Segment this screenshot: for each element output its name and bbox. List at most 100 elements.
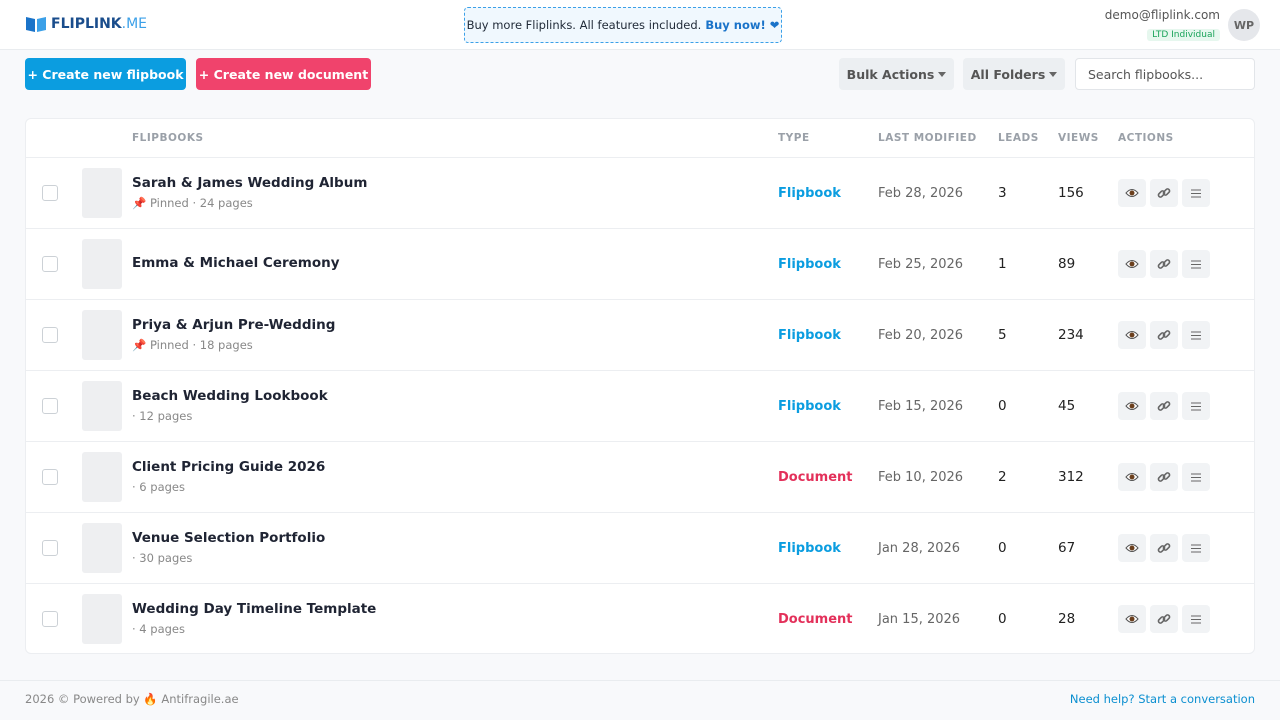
table-row[interactable]: Venue Selection Portfolio · 30 pages Flipb… [26,512,1254,583]
copy-link-icon [1157,259,1171,269]
flipbook-title[interactable]: Sarah & James Wedding Album [132,175,368,191]
preview-icon [1125,473,1139,481]
create-flipbook-button[interactable]: + Create new flipbook [25,58,186,90]
flipbook-meta: · 30 pages [132,551,193,565]
row-checkbox[interactable] [42,611,58,627]
menu-button[interactable] [1182,392,1210,420]
search-placeholder: Search flipbooks... [1088,66,1204,82]
menu-button[interactable] [1182,534,1210,562]
copy-link-button[interactable] [1150,321,1178,349]
logo-main: FLIPLINK [51,16,122,32]
last-modified: Feb 25, 2026 [878,257,964,272]
menu-button[interactable] [1182,605,1210,633]
copy-link-icon [1157,614,1171,624]
menu-icon [1191,402,1201,410]
flipbook-title[interactable]: Venue Selection Portfolio [132,530,326,546]
logo-suffix: .ME [121,16,148,32]
preview-button[interactable] [1118,321,1146,349]
flipbook-table: FLIPBOOKS TYPE LAST MODIFIED LEADS VIEWS ACTI… [25,118,1255,654]
preview-icon [1125,544,1139,552]
leads-count: 0 [998,540,1007,556]
flipbook-meta: 📌 Pinned · 18 pages [132,338,253,352]
create-document-button[interactable]: + Create new document [196,58,371,90]
flipbook-title[interactable]: Emma & Michael Ceremony [132,255,340,271]
preview-icon [1125,615,1139,623]
preview-icon [1125,189,1139,197]
preview-button[interactable] [1118,605,1146,633]
leads-count: 0 [998,611,1007,627]
bulk-actions-dropdown[interactable]: Bulk Actions [839,58,954,90]
menu-button[interactable] [1182,463,1210,491]
menu-icon [1191,260,1201,268]
copy-link-button[interactable] [1150,392,1178,420]
views-count: 67 [1058,540,1076,556]
account-email: demo@fliplink.com [1104,8,1220,22]
flipbook-title[interactable]: Wedding Day Timeline Template [132,601,377,617]
table-row[interactable]: Beach Wedding Lookbook · 12 pages Flipbook… [26,370,1254,441]
thumbnail [82,523,122,573]
flipbook-meta: · 4 pages [132,622,185,636]
type-label: Document [778,470,853,485]
copy-link-button[interactable] [1150,534,1178,562]
menu-icon [1191,189,1201,197]
copy-link-button[interactable] [1150,179,1178,207]
avatar[interactable]: WP [1228,9,1260,41]
copy-link-icon [1157,401,1171,411]
row-checkbox[interactable] [42,398,58,414]
row-checkbox[interactable] [42,185,58,201]
table-row[interactable]: Priya & Arjun Pre-Wedding 📌 Pinned · 18 p… [26,299,1254,370]
views-count: 156 [1058,185,1084,201]
copy-link-button[interactable] [1150,605,1178,633]
table-row[interactable]: Sarah & James Wedding Album 📌 Pinned · 24… [26,157,1254,228]
menu-icon [1191,331,1201,339]
help-link[interactable]: Need help? Start a conversation [1069,692,1255,706]
views-count: 312 [1058,469,1084,485]
type-label: Flipbook [778,328,841,343]
copy-link-button[interactable] [1150,463,1178,491]
flipbook-meta: · 6 pages [132,480,185,494]
preview-button[interactable] [1118,534,1146,562]
preview-button[interactable] [1118,250,1146,278]
leads-count: 0 [998,398,1007,414]
bulk-actions-label: Bulk Actions [846,66,935,82]
row-checkbox[interactable] [42,469,58,485]
logo[interactable]: FLIPLINK .ME [25,15,147,33]
preview-button[interactable] [1118,392,1146,420]
type-label: Flipbook [778,541,841,556]
folders-dropdown[interactable]: All Folders [963,58,1065,90]
table-row[interactable]: Emma & Michael Ceremony Flipbook Feb 25, 2… [26,228,1254,299]
column-header: VIEWS [1058,132,1099,144]
preview-icon [1125,331,1139,339]
preview-button[interactable] [1118,463,1146,491]
logo-icon [26,17,46,32]
leads-count: 2 [998,469,1007,485]
footer-credit: 2026 © Powered by 🔥 Antifragile.ae [25,692,239,706]
last-modified: Feb 10, 2026 [878,470,964,485]
thumbnail [82,381,122,431]
flipbook-title[interactable]: Client Pricing Guide 2026 [132,459,326,475]
menu-button[interactable] [1182,250,1210,278]
row-checkbox[interactable] [42,256,58,272]
leads-count: 1 [998,256,1007,272]
table-row[interactable]: Wedding Day Timeline Template · 4 pages Do… [26,583,1254,654]
banner-text: Buy more Fliplinks. All features include… [466,18,702,32]
column-header: FLIPBOOKS [132,132,204,144]
flipbook-title[interactable]: Beach Wedding Lookbook [132,388,328,404]
last-modified: Feb 20, 2026 [878,328,964,343]
copy-link-button[interactable] [1150,250,1178,278]
flipbook-title[interactable]: Priya & Arjun Pre-Wedding [132,317,336,333]
flipbook-meta: · 12 pages [132,409,193,423]
table-row[interactable]: Client Pricing Guide 2026 · 6 pages Docume… [26,441,1254,512]
menu-button[interactable] [1182,179,1210,207]
thumbnail [82,452,122,502]
preview-button[interactable] [1118,179,1146,207]
search-input[interactable]: Search flipbooks... [1075,58,1255,90]
row-checkbox[interactable] [42,327,58,343]
menu-button[interactable] [1182,321,1210,349]
row-checkbox[interactable] [42,540,58,556]
menu-icon [1191,473,1201,481]
buy-now-link[interactable]: Buy now! ❤ [705,18,780,32]
menu-icon [1191,615,1201,623]
last-modified: Feb 15, 2026 [878,399,964,414]
